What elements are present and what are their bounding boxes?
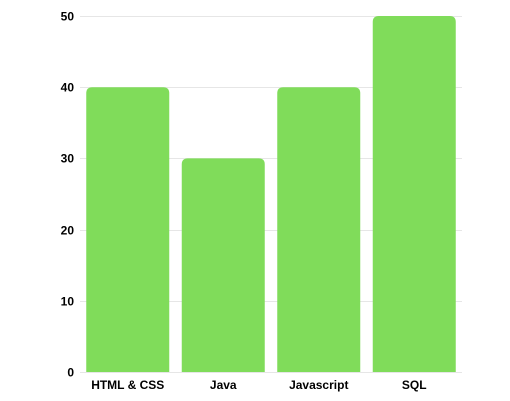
bars [86, 16, 456, 372]
y-tick-label: 0 [67, 366, 74, 380]
y-axis: 0 10 20 30 40 50 [61, 10, 75, 380]
bar-html-css [86, 87, 170, 372]
x-tick-label: Javascript [289, 378, 348, 392]
x-tick-label: Java [210, 378, 237, 392]
y-tick-label: 30 [61, 152, 75, 166]
bar-sql [372, 16, 456, 372]
y-tick-label: 10 [61, 295, 75, 309]
y-tick-label: 20 [61, 224, 75, 238]
y-tick-label: 40 [61, 81, 75, 95]
bar-javascript [277, 87, 361, 372]
bar-java [181, 158, 265, 372]
x-axis: HTML & CSS Java Javascript SQL [91, 378, 426, 392]
y-tick-label: 50 [61, 10, 75, 24]
x-tick-label: HTML & CSS [91, 378, 164, 392]
x-tick-label: SQL [402, 378, 427, 392]
